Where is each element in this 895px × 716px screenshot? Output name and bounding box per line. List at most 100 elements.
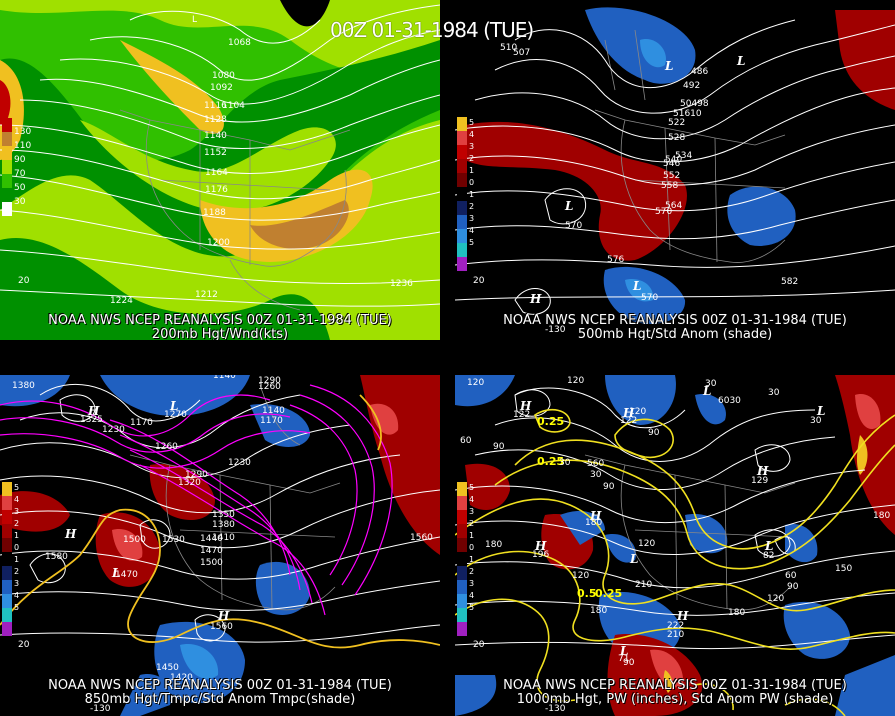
svg-text:180: 180: [485, 540, 502, 550]
svg-text:1200: 1200: [207, 238, 230, 248]
svg-text:20: 20: [18, 276, 30, 286]
svg-text:-130: -130: [545, 704, 566, 714]
svg-text:1104: 1104: [222, 101, 245, 111]
svg-text:50498: 50498: [680, 99, 709, 109]
svg-text:1080: 1080: [212, 71, 235, 81]
svg-text:1236: 1236: [390, 279, 413, 289]
svg-text:H: H: [87, 404, 100, 418]
map-1000mb: 120 120 L 30 6030 30 L 30 60 90 H 122 H …: [455, 375, 895, 716]
svg-text:H: H: [589, 509, 602, 523]
svg-text:1224: 1224: [110, 296, 133, 306]
svg-text:1290: 1290: [258, 376, 281, 386]
svg-text:90: 90: [493, 442, 505, 452]
svg-text:510: 510: [500, 43, 517, 53]
svg-text:120: 120: [767, 594, 784, 604]
svg-text:H: H: [217, 609, 230, 623]
svg-text:180: 180: [728, 608, 745, 618]
svg-text:1290: 1290: [185, 470, 208, 480]
svg-text:0.25: 0.25: [537, 415, 564, 428]
svg-text:546: 546: [663, 159, 680, 169]
panel-500mb: 510 507 L 486 492 50498 51610 522 528 53…: [455, 0, 895, 340]
svg-text:90: 90: [648, 428, 660, 438]
svg-text:1116: 1116: [204, 101, 227, 111]
svg-text:150: 150: [835, 564, 852, 574]
svg-text:1320: 1320: [178, 478, 201, 488]
svg-text:1140: 1140: [204, 131, 227, 141]
svg-text:30: 30: [768, 388, 780, 398]
map-850mb: 1380 1140 1290 1260 H 1325 1230 1170 114…: [0, 375, 440, 716]
legend-anom-500: [457, 117, 467, 271]
legend-anom-850-labels: 5 4 3 2 1 0 1 2 3 4 5: [14, 483, 20, 612]
figure-title: 00Z 01-31-1984 (TUE): [330, 18, 534, 42]
svg-text:L: L: [629, 552, 638, 566]
svg-text:-130: -130: [90, 704, 111, 714]
svg-text:570: 570: [655, 207, 672, 217]
svg-text:1580: 1580: [45, 552, 68, 562]
svg-text:560: 560: [587, 459, 604, 469]
svg-text:1170: 1170: [130, 418, 153, 428]
legend-anom-500-labels: 5 4 3 2 1 0 1 2 3 4 5: [469, 118, 475, 247]
svg-text:60: 60: [785, 571, 797, 581]
svg-text:1068: 1068: [228, 38, 251, 48]
svg-text:H: H: [676, 609, 689, 623]
svg-text:1380: 1380: [212, 520, 235, 530]
map-500mb: 510 507 L 486 492 50498 51610 522 528 53…: [455, 0, 895, 340]
panel-200mb: L 1068 1080 1092 1116 1104 1128 1140 115…: [0, 0, 440, 340]
svg-text:1500: 1500: [123, 535, 146, 545]
svg-text:L: L: [764, 539, 773, 553]
svg-text:1500: 1500: [200, 558, 223, 568]
svg-text:122: 122: [513, 410, 530, 420]
svg-text:1164: 1164: [205, 168, 228, 178]
svg-text:82: 82: [763, 551, 774, 561]
panel-1000mb: 120 120 L 30 6030 30 L 30 60 90 H 122 H …: [455, 375, 895, 716]
svg-text:1420: 1420: [170, 673, 193, 683]
svg-text:1152: 1152: [204, 148, 227, 158]
svg-text:1176: 1176: [205, 185, 228, 195]
svg-text:210: 210: [667, 630, 684, 640]
svg-text:486: 486: [691, 67, 708, 77]
caption-500mb: NOAA NWS NCEP REANALYSIS 00Z 01-31-1984 …: [503, 313, 847, 341]
svg-text:0.5: 0.5: [577, 587, 597, 600]
svg-text:1188: 1188: [203, 208, 226, 218]
legend-wind: [2, 118, 12, 216]
svg-text:180: 180: [590, 606, 607, 616]
svg-text:1128: 1128: [204, 115, 227, 125]
svg-text:1270: 1270: [164, 410, 187, 420]
svg-text:120: 120: [572, 571, 589, 581]
svg-text:H: H: [519, 399, 532, 413]
svg-text:L: L: [702, 384, 711, 398]
svg-text:30: 30: [810, 416, 822, 426]
svg-text:534: 534: [675, 151, 692, 161]
svg-text:582: 582: [781, 277, 798, 287]
svg-text:30: 30: [705, 379, 717, 389]
svg-text:L: L: [169, 399, 178, 413]
svg-text:558: 558: [661, 181, 678, 191]
caption-1000mb: NOAA NWS NCEP REANALYSIS 00Z 01-31-1984 …: [503, 678, 847, 707]
svg-text:180: 180: [873, 511, 890, 521]
svg-text:570: 570: [565, 221, 582, 231]
svg-text:120: 120: [567, 376, 584, 386]
svg-text:196: 196: [532, 550, 549, 560]
svg-text:1560: 1560: [210, 622, 233, 632]
svg-text:576: 576: [607, 255, 624, 265]
svg-text:L: L: [619, 644, 628, 658]
svg-text:20: 20: [473, 640, 485, 650]
svg-text:90: 90: [623, 658, 635, 668]
svg-text:H: H: [622, 406, 635, 420]
svg-text:71: 71: [618, 654, 629, 664]
svg-text:H: H: [534, 539, 547, 553]
svg-text:20: 20: [18, 640, 30, 650]
svg-text:122: 122: [620, 416, 637, 426]
svg-text:564: 564: [665, 201, 682, 211]
svg-text:1230: 1230: [228, 458, 251, 468]
svg-text:H: H: [756, 464, 769, 478]
svg-text:1380: 1380: [12, 381, 35, 391]
svg-text:-130: -130: [545, 325, 566, 335]
svg-text:1470: 1470: [115, 570, 138, 580]
svg-text:0.25: 0.25: [595, 587, 622, 600]
svg-text:1260: 1260: [155, 442, 178, 452]
svg-text:1470: 1470: [200, 546, 223, 556]
svg-text:0.25: 0.25: [537, 455, 564, 468]
svg-text:120: 120: [629, 407, 646, 417]
svg-text:1092: 1092: [210, 83, 233, 93]
